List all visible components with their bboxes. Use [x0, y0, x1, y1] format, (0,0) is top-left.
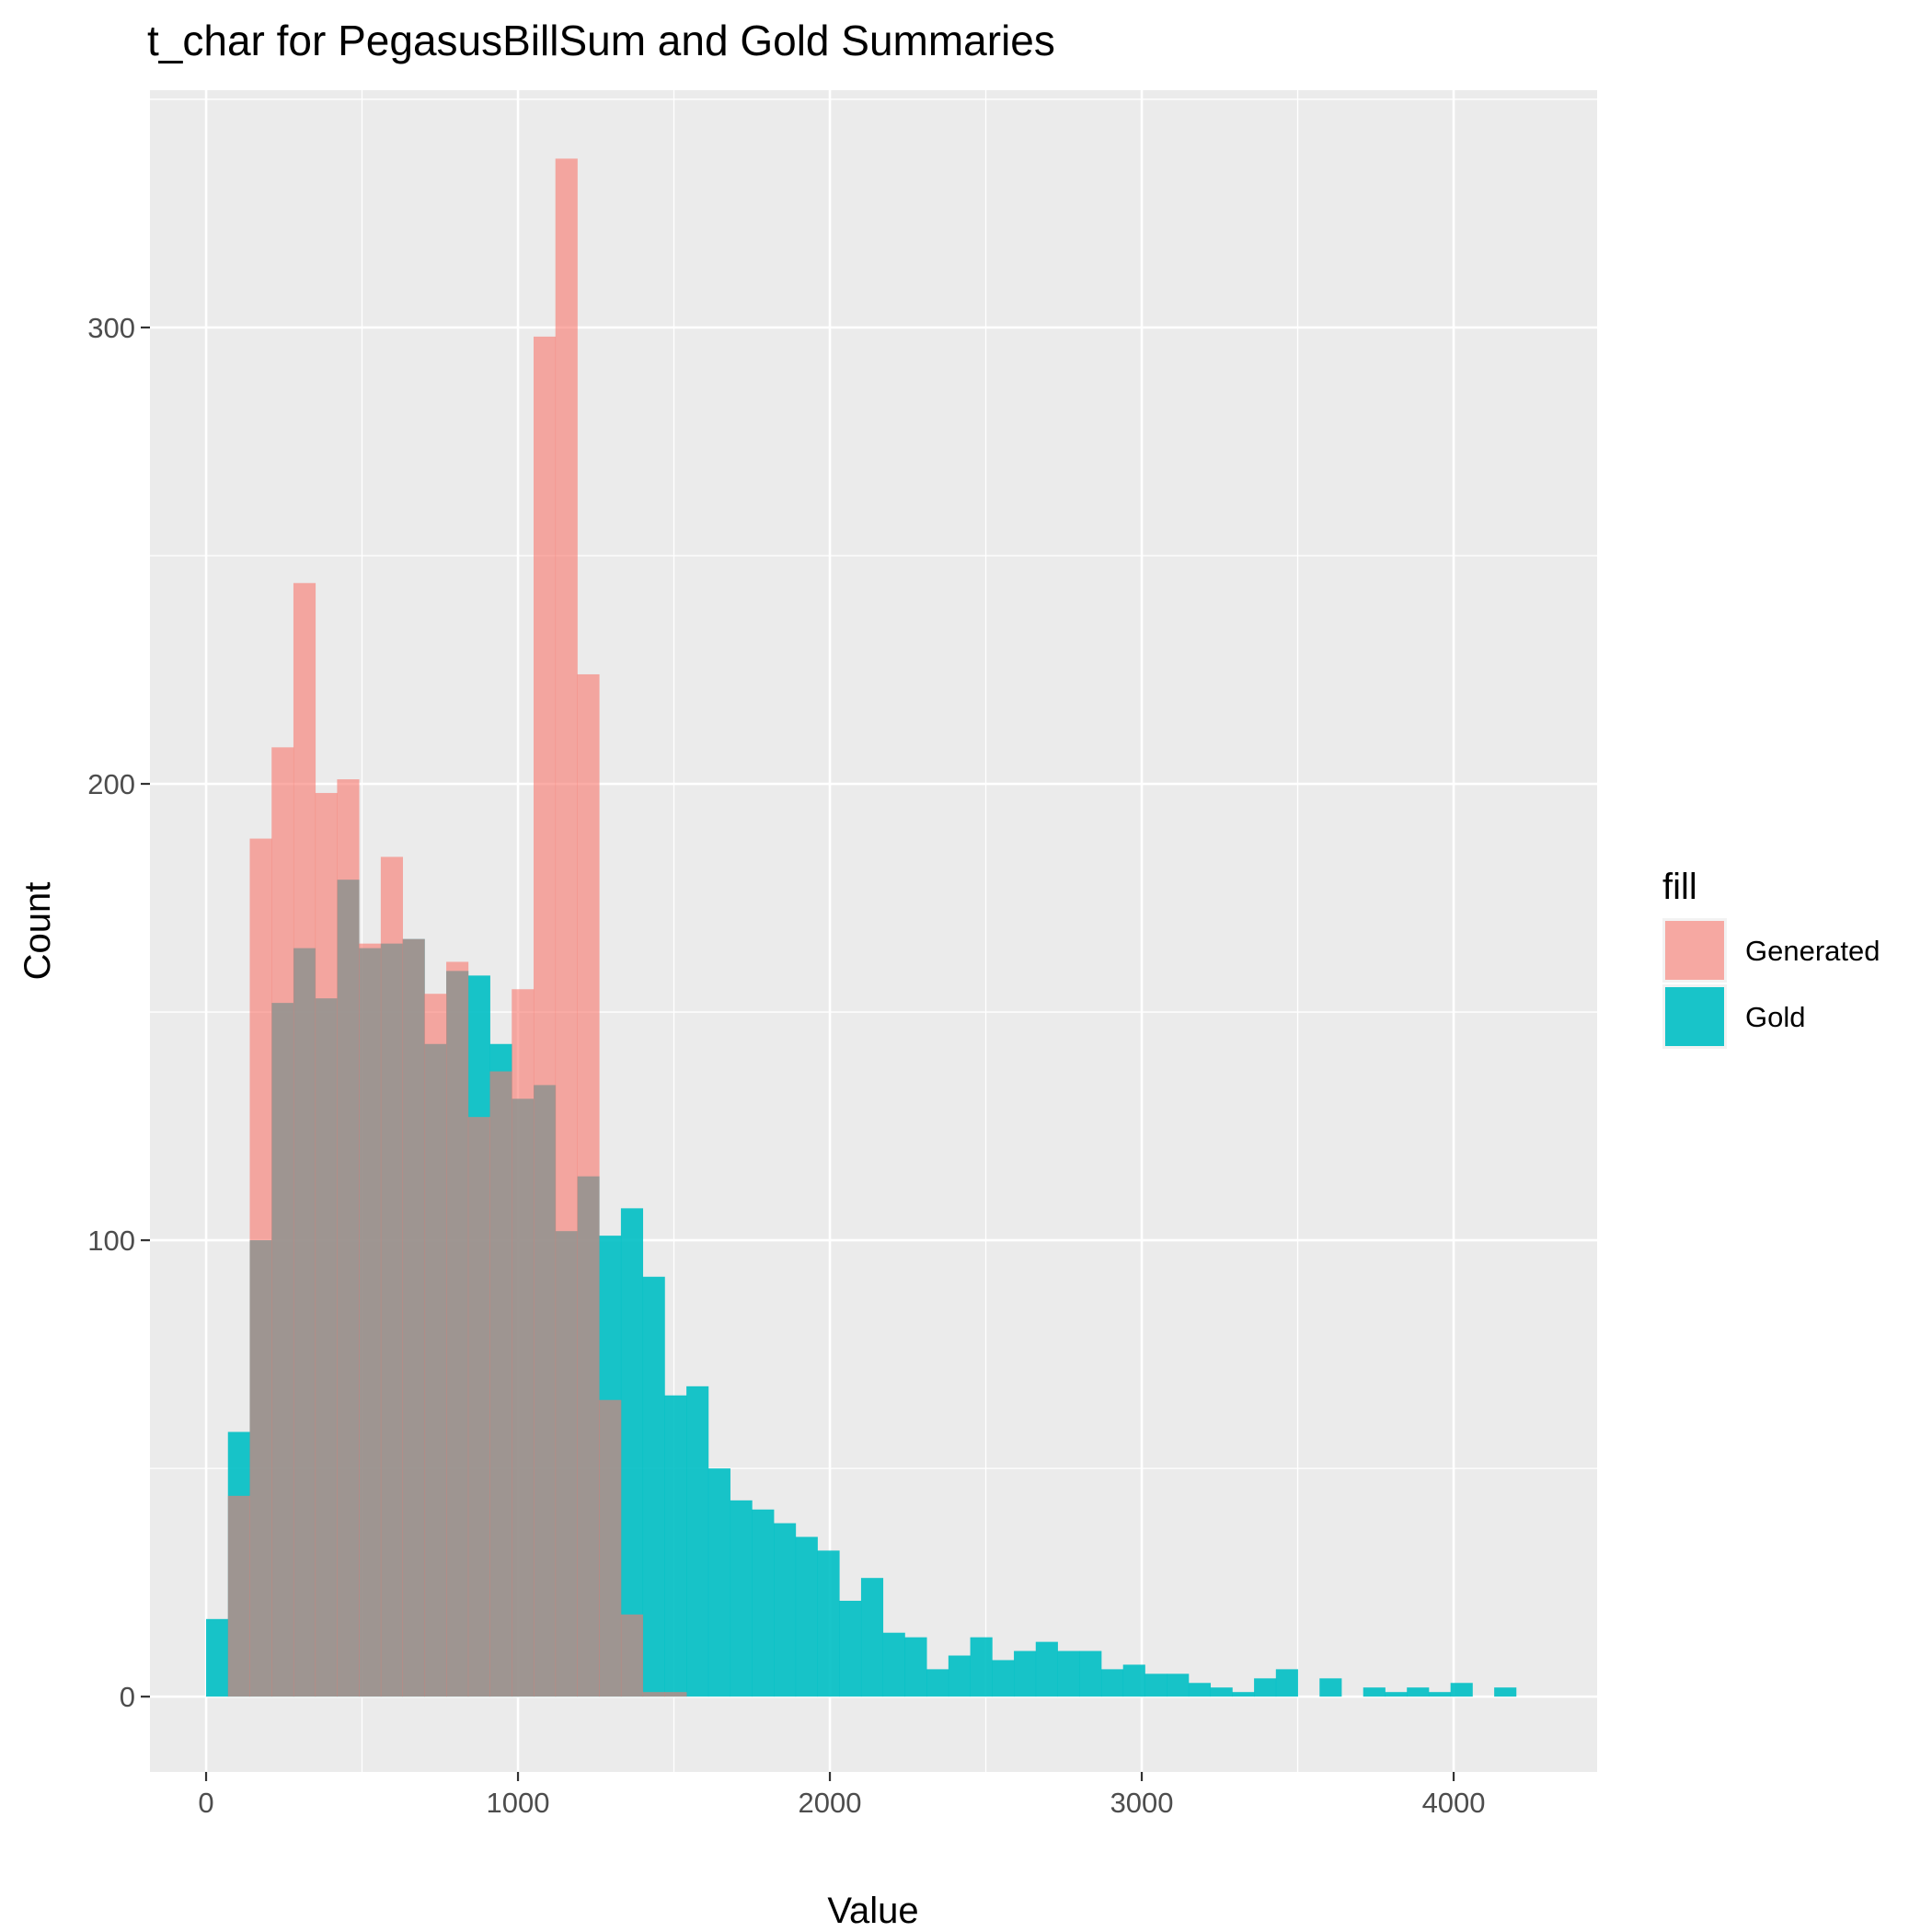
- axis-ticks: [141, 326, 1455, 1781]
- x-tick-label: 2000: [799, 1787, 862, 1819]
- generated-bar: [512, 989, 535, 1697]
- generated-bar: [359, 943, 382, 1697]
- y-tick-label: 300: [87, 312, 135, 344]
- gold-bar: [1035, 1641, 1058, 1697]
- gold-bar: [1079, 1650, 1102, 1697]
- gold-bar: [992, 1660, 1015, 1697]
- legend-swatch-generated: [1665, 921, 1724, 980]
- legend: fill Generated Gold: [1662, 867, 1880, 1049]
- gold-bar: [839, 1600, 862, 1697]
- gold-bar: [1385, 1692, 1408, 1697]
- gold-bar: [948, 1655, 971, 1697]
- legend-swatch-gold: [1665, 987, 1724, 1046]
- x-tick-label: 3000: [1110, 1787, 1174, 1819]
- gold-bar: [1450, 1683, 1473, 1697]
- generated-bar: [533, 336, 557, 1697]
- gold-bar: [1100, 1669, 1124, 1697]
- legend-label-generated: Generated: [1745, 935, 1880, 967]
- generated-bar: [315, 792, 338, 1697]
- gold-bar: [882, 1632, 905, 1697]
- y-tick-label: 200: [87, 768, 135, 800]
- generated-bar: [293, 582, 316, 1697]
- gold-bar: [1057, 1650, 1080, 1697]
- gold-bar: [1188, 1683, 1212, 1697]
- generated-bar: [555, 158, 578, 1697]
- x-tick-label: 0: [198, 1787, 213, 1819]
- gold-bar: [1407, 1687, 1430, 1697]
- gold-bar: [1494, 1687, 1517, 1697]
- generated-bar: [402, 938, 425, 1697]
- generated-bar: [271, 747, 294, 1697]
- gold-bar: [817, 1550, 840, 1697]
- gold-bar: [795, 1536, 818, 1697]
- x-tick-label: 1000: [487, 1787, 550, 1819]
- axis-tick-labels: 0 1000 2000 3000 4000 0 100 200 300: [87, 312, 1485, 1819]
- generated-bar: [642, 1692, 665, 1697]
- generated-bar: [337, 779, 360, 1697]
- gold-bar: [1319, 1678, 1342, 1697]
- gold-bar: [1122, 1664, 1145, 1697]
- y-tick-label: 0: [120, 1681, 135, 1713]
- gold-bar: [970, 1637, 993, 1697]
- gold-bar: [1167, 1673, 1190, 1697]
- gold-bar: [1428, 1692, 1452, 1697]
- generated-bar: [249, 838, 272, 1697]
- gold-bar: [206, 1618, 229, 1697]
- chart-title: t_char for PegasusBillSum and Gold Summa…: [147, 17, 1055, 64]
- gold-bar: [774, 1523, 797, 1697]
- x-axis-title: Value: [827, 1891, 918, 1931]
- minor-gridlines: [150, 90, 1597, 1772]
- x-tick-label: 4000: [1422, 1787, 1486, 1819]
- gold-bar: [1144, 1673, 1167, 1697]
- gold-bar: [1363, 1687, 1386, 1697]
- generated-bar: [599, 1399, 622, 1697]
- generated-bar: [467, 1117, 490, 1697]
- y-axis-title: Count: [17, 882, 58, 981]
- gold-bar: [1254, 1678, 1277, 1697]
- gold-bar: [707, 1468, 730, 1697]
- generated-bar: [489, 1071, 512, 1697]
- gold-bar: [926, 1669, 949, 1697]
- gold-bar: [860, 1578, 884, 1697]
- generated-bar: [227, 1495, 250, 1697]
- generated-bar: [664, 1692, 687, 1697]
- gold-bar: [1014, 1650, 1037, 1697]
- gold-bar: [642, 1276, 665, 1697]
- gold-bar: [904, 1637, 927, 1697]
- generated-bar: [577, 673, 600, 1697]
- gold-bar: [1232, 1692, 1255, 1697]
- generated-bar: [446, 961, 469, 1697]
- gold-bar: [664, 1395, 687, 1697]
- y-tick-label: 100: [87, 1225, 135, 1257]
- gold-bar: [1210, 1687, 1233, 1697]
- generated-bar: [380, 857, 403, 1697]
- gold-bar: [730, 1500, 753, 1697]
- generated-bar: [424, 994, 447, 1697]
- gold-bar: [1275, 1669, 1298, 1697]
- legend-title: fill: [1662, 867, 1697, 907]
- generated-bar: [620, 1614, 644, 1697]
- generated-bars: [227, 158, 687, 1697]
- gold-bar: [752, 1509, 775, 1697]
- legend-label-gold: Gold: [1745, 1001, 1805, 1033]
- gold-bar: [686, 1386, 709, 1697]
